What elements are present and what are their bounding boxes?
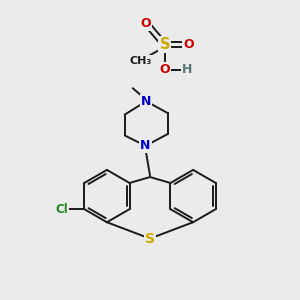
- Text: S: S: [160, 37, 170, 52]
- Text: Cl: Cl: [55, 202, 68, 216]
- Text: O: O: [140, 17, 151, 30]
- Text: H: H: [182, 63, 192, 76]
- Text: N: N: [141, 95, 151, 108]
- Text: CH₃: CH₃: [130, 56, 152, 66]
- Text: S: S: [145, 232, 155, 246]
- Text: O: O: [160, 63, 170, 76]
- Text: O: O: [183, 38, 194, 51]
- Text: N: N: [140, 139, 151, 152]
